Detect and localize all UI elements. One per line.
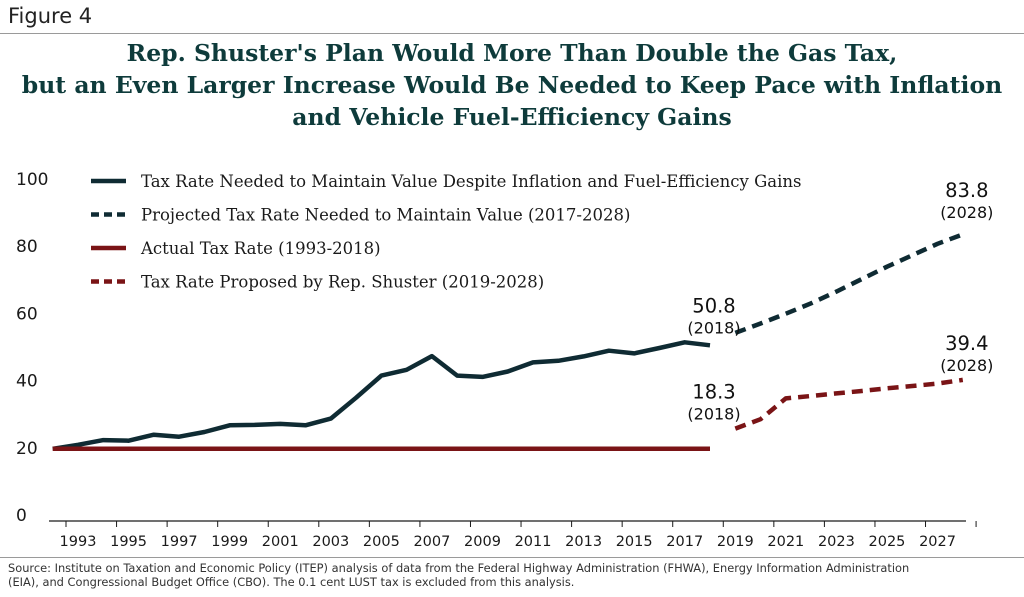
annotation-year-4: (2028) bbox=[940, 356, 993, 375]
x-tick-label: 2007 bbox=[413, 534, 450, 550]
annotation-year-2: (2018) bbox=[687, 405, 740, 424]
source-line-2: (EIA), and Congressional Budget Office (… bbox=[8, 575, 575, 589]
figure-label: Figure 4 bbox=[8, 4, 93, 28]
y-tick-label: 20 bbox=[16, 439, 38, 459]
x-tick-label: 1997 bbox=[161, 534, 198, 550]
chart-title-line-2: but an Even Larger Increase Would Be Nee… bbox=[21, 71, 1003, 99]
y-tick-label: 0 bbox=[16, 506, 27, 526]
x-tick-label: 1993 bbox=[60, 534, 97, 550]
top-divider bbox=[0, 33, 1024, 34]
annotation-value-1: 50.8 bbox=[692, 294, 735, 317]
annotation-value-3: 83.8 bbox=[945, 179, 988, 202]
legend-label-3: Actual Tax Rate (1993-2018) bbox=[140, 239, 381, 258]
x-tick-label: 2023 bbox=[818, 534, 855, 550]
annotation-value-2: 18.3 bbox=[692, 381, 735, 404]
source-note: Source: Institute on Taxation and Econom… bbox=[8, 561, 1018, 589]
x-tick-label: 2015 bbox=[616, 534, 653, 550]
x-tick-label: 2017 bbox=[666, 534, 703, 550]
x-tick-label: 2011 bbox=[515, 534, 552, 550]
chart-title-line-3: and Vehicle Fuel-Efficiency Gains bbox=[292, 103, 732, 131]
legend-label-2: Projected Tax Rate Needed to Maintain Va… bbox=[141, 206, 630, 225]
legend-label-1: Tax Rate Needed to Maintain Value Despit… bbox=[141, 172, 801, 191]
bottom-divider bbox=[0, 557, 1024, 558]
y-tick-label: 100 bbox=[16, 170, 48, 190]
annotation-year-1: (2018) bbox=[687, 318, 740, 337]
series-line-4 bbox=[734, 377, 964, 431]
x-tick-label: 1999 bbox=[211, 534, 248, 550]
x-tick-label: 2027 bbox=[919, 534, 956, 550]
chart-title: Rep. Shuster's Plan Would More Than Doub… bbox=[0, 37, 1024, 133]
y-tick-label: 60 bbox=[16, 304, 38, 324]
x-tick-label: 1995 bbox=[110, 534, 147, 550]
chart-title-line-1: Rep. Shuster's Plan Would More Than Doub… bbox=[126, 39, 898, 67]
annotation-year-3: (2028) bbox=[940, 203, 993, 222]
x-tick-label: 2025 bbox=[869, 534, 906, 550]
x-tick-label: 2021 bbox=[767, 534, 804, 550]
series-line-2 bbox=[734, 232, 964, 336]
series-line-1 bbox=[52, 340, 711, 452]
x-tick-label: 2019 bbox=[717, 534, 754, 550]
x-tick-label: 2003 bbox=[312, 534, 349, 550]
x-tick-label: 2009 bbox=[464, 534, 501, 550]
y-tick-label: 40 bbox=[16, 372, 38, 392]
x-tick-label: 2005 bbox=[363, 534, 400, 550]
annotation-value-4: 39.4 bbox=[945, 332, 988, 355]
line-chart: 0 20 40 60 80 100 1993 1995 1997 1999 2001 2003 2005… bbox=[16, 170, 993, 550]
y-tick-label: 80 bbox=[16, 237, 38, 257]
legend-label-4: Tax Rate Proposed by Rep. Shuster (2019-… bbox=[141, 273, 544, 292]
x-tick-label: 2001 bbox=[262, 534, 299, 550]
x-tick-label: 2013 bbox=[565, 534, 602, 550]
source-line-1: Source: Institute on Taxation and Econom… bbox=[8, 561, 910, 575]
